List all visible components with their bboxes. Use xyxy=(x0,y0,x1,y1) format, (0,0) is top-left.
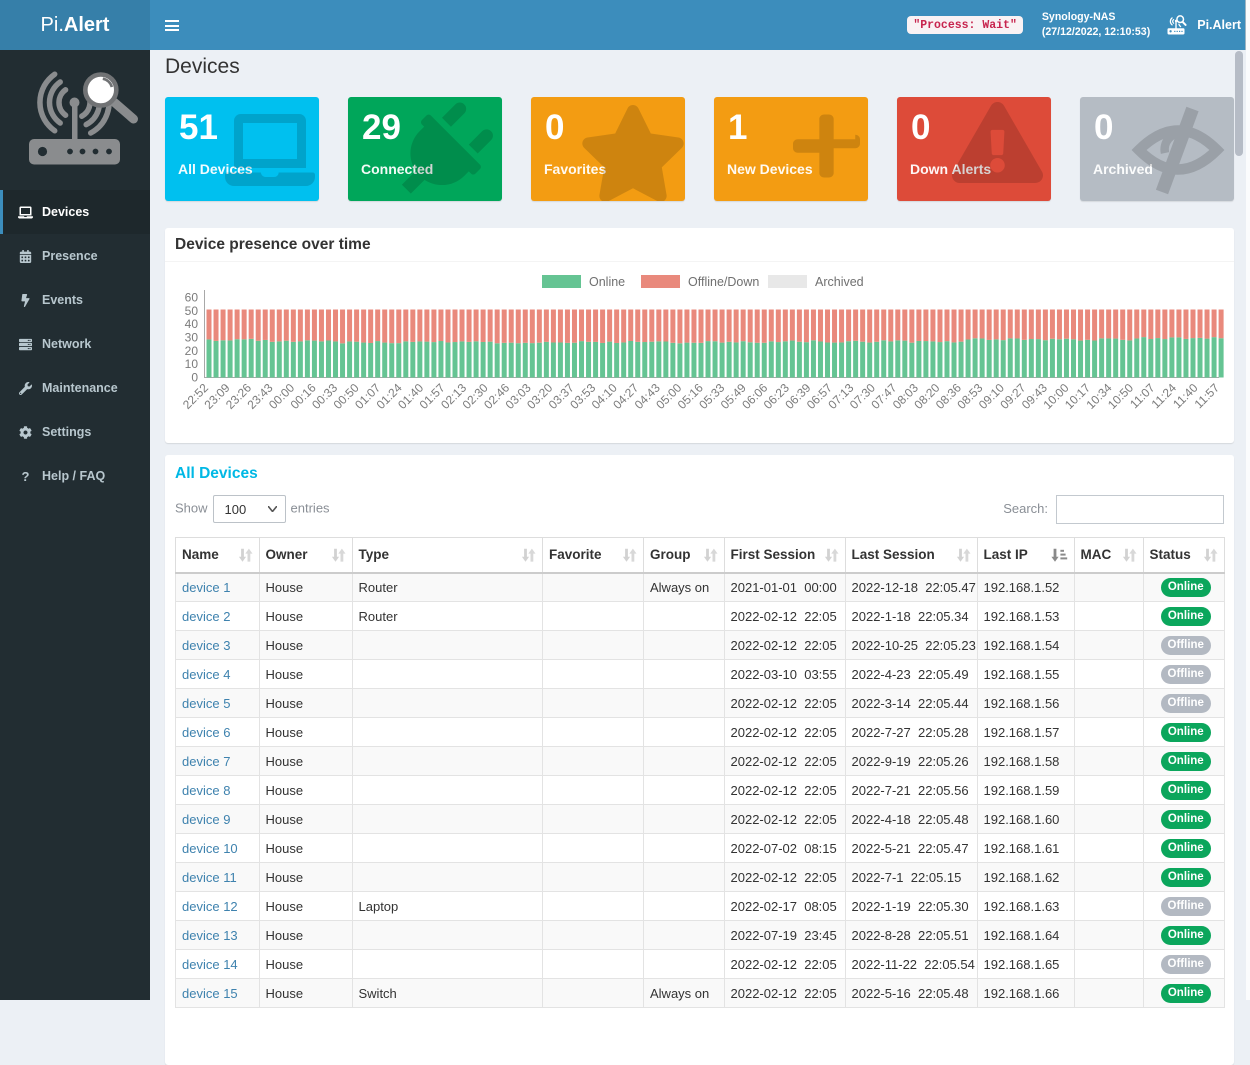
svg-text:Online: Online xyxy=(589,275,625,289)
svg-text:50: 50 xyxy=(185,304,199,318)
svg-text:20: 20 xyxy=(185,344,199,358)
svg-text:10: 10 xyxy=(185,357,199,371)
svg-text:Archived: Archived xyxy=(815,275,864,289)
svg-text:30: 30 xyxy=(185,331,199,345)
svg-text:Offline/Down: Offline/Down xyxy=(688,275,759,289)
svg-text:0: 0 xyxy=(191,371,198,385)
svg-text:11:57: 11:57 xyxy=(1192,380,1223,411)
svg-text:60: 60 xyxy=(185,291,199,305)
svg-text:40: 40 xyxy=(185,317,199,331)
